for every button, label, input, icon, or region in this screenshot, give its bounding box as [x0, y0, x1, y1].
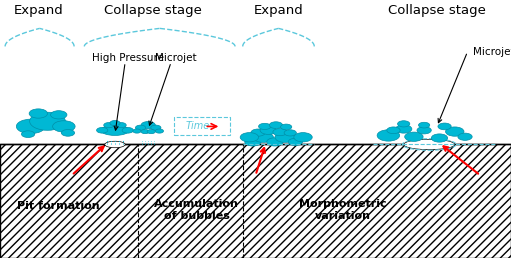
Circle shape	[273, 128, 287, 136]
Circle shape	[458, 133, 472, 140]
Circle shape	[141, 130, 149, 134]
Circle shape	[61, 130, 75, 136]
Circle shape	[141, 122, 155, 129]
Ellipse shape	[101, 125, 129, 135]
Circle shape	[446, 127, 464, 136]
Circle shape	[387, 127, 400, 134]
Circle shape	[294, 133, 312, 142]
Text: Microjet: Microjet	[155, 53, 197, 63]
Circle shape	[251, 129, 265, 136]
Text: Accumulation
of bubbles: Accumulation of bubbles	[154, 199, 239, 221]
FancyBboxPatch shape	[174, 117, 230, 135]
Text: Collapse stage: Collapse stage	[104, 4, 202, 17]
Text: Expand: Expand	[253, 4, 304, 17]
Circle shape	[97, 127, 108, 133]
Circle shape	[240, 133, 259, 142]
Text: Microjet: Microjet	[473, 47, 511, 57]
Circle shape	[30, 112, 65, 130]
Circle shape	[275, 132, 295, 142]
Circle shape	[288, 138, 303, 146]
Circle shape	[135, 125, 146, 130]
Text: Time: Time	[185, 122, 210, 131]
Circle shape	[417, 127, 431, 134]
Ellipse shape	[404, 139, 455, 150]
Circle shape	[267, 138, 283, 146]
Circle shape	[122, 127, 133, 133]
Ellipse shape	[105, 141, 125, 148]
Circle shape	[398, 121, 410, 127]
Circle shape	[260, 126, 276, 134]
Circle shape	[281, 124, 292, 130]
Circle shape	[29, 109, 48, 118]
Circle shape	[253, 132, 273, 142]
Circle shape	[133, 129, 141, 133]
Circle shape	[51, 111, 67, 119]
Circle shape	[147, 130, 155, 134]
Circle shape	[16, 119, 45, 134]
Circle shape	[284, 130, 296, 136]
Circle shape	[431, 134, 448, 142]
Circle shape	[269, 122, 283, 128]
Circle shape	[155, 129, 164, 133]
Circle shape	[377, 130, 400, 141]
Circle shape	[396, 125, 412, 133]
Circle shape	[419, 122, 430, 128]
Bar	[0, 144, 511, 258]
Text: High Pressure: High Pressure	[92, 53, 164, 63]
Circle shape	[151, 125, 161, 130]
Circle shape	[104, 123, 114, 128]
Circle shape	[405, 132, 423, 141]
Circle shape	[438, 123, 451, 130]
Circle shape	[110, 120, 120, 126]
Circle shape	[53, 121, 75, 132]
Text: Expand: Expand	[13, 4, 63, 17]
Circle shape	[259, 123, 271, 130]
Circle shape	[21, 131, 35, 138]
Circle shape	[116, 123, 126, 128]
Text: Pit formation: Pit formation	[17, 201, 100, 211]
Circle shape	[245, 138, 261, 146]
Text: Collapse stage: Collapse stage	[388, 4, 486, 17]
Text: Morphometric
variation: Morphometric variation	[298, 199, 386, 221]
